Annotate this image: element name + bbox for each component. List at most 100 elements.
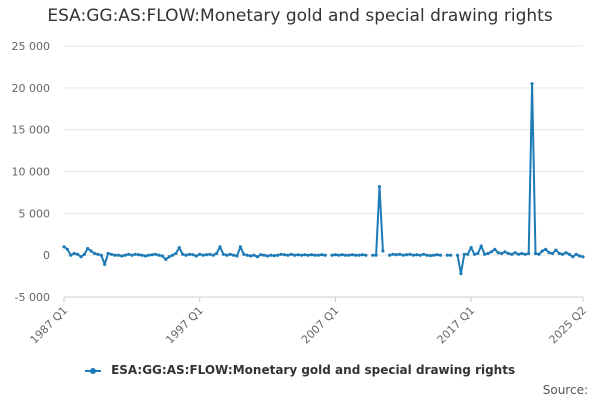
data-point[interactable]	[343, 253, 348, 257]
data-point[interactable]	[466, 252, 470, 256]
data-point[interactable]	[238, 245, 242, 249]
data-point[interactable]	[320, 253, 324, 257]
data-point[interactable]	[469, 246, 473, 250]
data-point[interactable]	[374, 253, 378, 257]
data-point[interactable]	[184, 253, 188, 257]
data-point[interactable]	[170, 253, 175, 257]
data-point[interactable]	[89, 249, 93, 253]
data-point[interactable]	[313, 253, 317, 257]
data-point[interactable]	[530, 82, 534, 86]
data-point[interactable]	[276, 253, 280, 257]
data-point[interactable]	[547, 251, 551, 255]
data-point[interactable]	[428, 254, 432, 258]
data-point[interactable]	[462, 252, 466, 256]
data-point[interactable]	[116, 253, 120, 257]
data-point[interactable]	[286, 253, 290, 257]
data-point[interactable]	[323, 253, 327, 257]
data-point[interactable]	[221, 252, 225, 256]
data-point[interactable]	[65, 247, 69, 251]
data-point[interactable]	[432, 253, 436, 257]
data-point[interactable]	[299, 253, 304, 257]
data-point[interactable]	[489, 250, 493, 254]
data-point[interactable]	[550, 251, 555, 256]
data-point[interactable]	[279, 252, 283, 256]
data-point[interactable]	[235, 254, 239, 258]
data-point[interactable]	[109, 252, 114, 256]
data-point[interactable]	[96, 252, 100, 256]
data-point[interactable]	[333, 253, 337, 257]
data-point[interactable]	[422, 252, 426, 256]
data-point[interactable]	[133, 252, 137, 256]
data-point[interactable]	[540, 249, 544, 253]
data-point[interactable]	[479, 244, 483, 248]
data-point[interactable]	[401, 253, 405, 257]
data-point[interactable]	[262, 253, 266, 257]
data-point[interactable]	[438, 253, 443, 257]
data-point[interactable]	[177, 246, 181, 250]
data-point[interactable]	[523, 252, 527, 256]
data-point[interactable]	[364, 253, 368, 257]
data-point[interactable]	[167, 255, 171, 259]
data-point[interactable]	[435, 253, 439, 257]
data-point[interactable]	[265, 254, 270, 258]
data-point[interactable]	[340, 253, 344, 257]
data-point[interactable]	[164, 257, 168, 261]
data-point[interactable]	[347, 253, 351, 257]
data-point[interactable]	[391, 252, 395, 256]
data-point[interactable]	[130, 253, 134, 257]
data-point[interactable]	[561, 252, 565, 256]
data-point[interactable]	[557, 251, 561, 256]
data-point[interactable]	[310, 253, 314, 257]
data-point[interactable]	[76, 252, 80, 256]
data-point[interactable]	[394, 253, 398, 257]
data-point[interactable]	[377, 185, 382, 189]
data-point[interactable]	[232, 253, 236, 257]
data-point[interactable]	[578, 254, 582, 258]
data-point[interactable]	[516, 252, 521, 256]
data-point[interactable]	[187, 252, 192, 256]
data-point[interactable]	[181, 252, 185, 256]
data-point[interactable]	[215, 251, 219, 256]
data-point[interactable]	[106, 251, 110, 256]
data-point[interactable]	[272, 254, 276, 258]
data-point[interactable]	[191, 253, 195, 257]
data-point[interactable]	[459, 272, 463, 276]
data-point[interactable]	[306, 253, 310, 257]
data-point[interactable]	[567, 252, 572, 256]
data-point[interactable]	[564, 251, 568, 255]
data-point[interactable]	[398, 252, 402, 256]
data-point[interactable]	[533, 251, 538, 256]
data-point[interactable]	[496, 251, 500, 255]
data-point[interactable]	[204, 253, 209, 257]
data-point[interactable]	[103, 262, 107, 266]
data-point[interactable]	[198, 252, 202, 256]
data-point[interactable]	[143, 254, 147, 258]
data-point[interactable]	[242, 252, 246, 256]
data-point[interactable]	[120, 254, 124, 258]
data-point[interactable]	[337, 253, 341, 257]
data-point[interactable]	[415, 253, 419, 257]
data-point[interactable]	[72, 251, 76, 256]
data-point[interactable]	[510, 252, 514, 256]
data-point[interactable]	[160, 254, 164, 258]
data-point[interactable]	[581, 255, 585, 259]
legend[interactable]: ESA:GG:AS:FLOW:Monetary gold and special…	[0, 363, 600, 377]
data-point[interactable]	[445, 253, 449, 257]
data-point[interactable]	[228, 252, 232, 256]
data-point[interactable]	[245, 253, 249, 257]
data-point[interactable]	[316, 253, 320, 257]
data-point[interactable]	[486, 251, 490, 256]
data-point[interactable]	[472, 252, 477, 256]
data-point[interactable]	[371, 253, 375, 257]
data-point[interactable]	[289, 252, 293, 256]
data-point[interactable]	[194, 254, 198, 258]
data-point[interactable]	[330, 253, 334, 257]
data-point[interactable]	[123, 253, 127, 257]
data-point[interactable]	[408, 252, 412, 256]
data-point[interactable]	[150, 253, 154, 257]
data-point[interactable]	[208, 252, 212, 256]
data-point[interactable]	[296, 253, 300, 257]
data-point[interactable]	[455, 253, 460, 257]
data-point[interactable]	[388, 253, 392, 257]
data-point[interactable]	[381, 249, 385, 253]
